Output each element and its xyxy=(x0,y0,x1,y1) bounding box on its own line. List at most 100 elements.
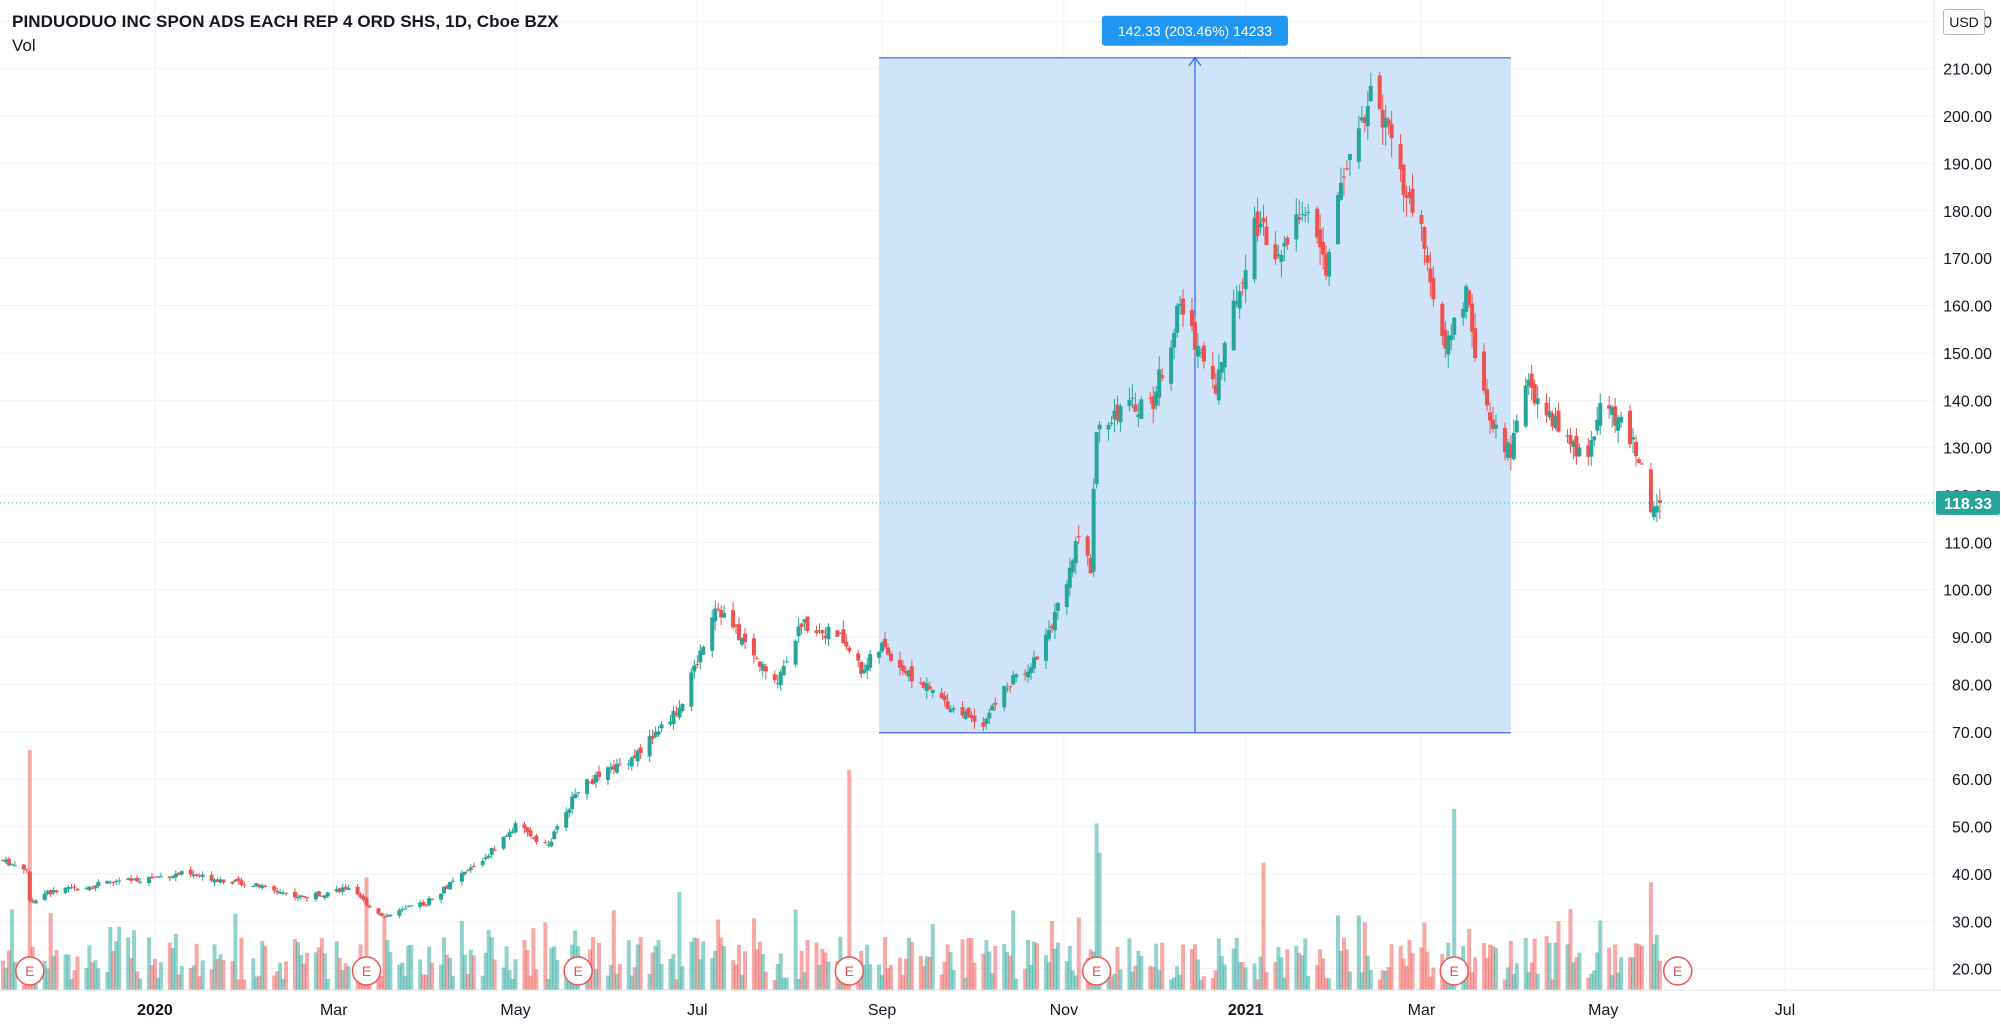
volume-bar xyxy=(1023,968,1028,990)
candle-body xyxy=(713,608,718,622)
volume-bar xyxy=(1574,957,1579,990)
candle-body xyxy=(1502,427,1507,453)
volume-bar xyxy=(450,975,455,990)
volume-bar xyxy=(1431,967,1436,990)
volume-bar xyxy=(1636,944,1641,990)
candle-body xyxy=(1657,500,1662,503)
candle-body xyxy=(1070,560,1075,573)
volume-bar xyxy=(1321,958,1326,990)
candle-body xyxy=(63,887,68,894)
volume-bar xyxy=(468,949,473,990)
volume-bar xyxy=(1344,949,1349,990)
volume-bar xyxy=(1616,972,1621,990)
volume-bar xyxy=(984,940,989,990)
candle-body xyxy=(1356,128,1361,162)
candle-body xyxy=(230,881,235,884)
candle-body xyxy=(1118,406,1123,423)
volume-bar xyxy=(439,964,444,990)
volume-bar xyxy=(555,959,560,990)
candle-body xyxy=(129,878,134,881)
candle-body xyxy=(701,646,706,655)
candle-body xyxy=(471,865,476,867)
earnings-marker[interactable] xyxy=(1662,956,1693,986)
volume-bar xyxy=(1631,957,1636,990)
volume-bar xyxy=(1565,944,1570,990)
volume-bar xyxy=(1097,852,1102,990)
volume-bar xyxy=(69,979,74,990)
candle-body xyxy=(1377,75,1382,110)
volume-bar xyxy=(1127,938,1132,990)
volume-bar xyxy=(1380,970,1385,990)
volume-bar xyxy=(215,958,220,990)
volume-bar xyxy=(27,750,32,990)
candle-body xyxy=(1106,424,1111,430)
volume-bar xyxy=(1577,952,1582,990)
candle-body xyxy=(507,832,512,838)
candle-body xyxy=(841,629,846,644)
volume-bar xyxy=(668,958,673,990)
volume-bar xyxy=(322,953,327,990)
candle-body xyxy=(784,661,789,663)
volume-bar xyxy=(549,947,554,990)
earnings-marker[interactable] xyxy=(1081,956,1112,986)
volume-bar xyxy=(754,949,759,990)
candle-body xyxy=(906,670,911,677)
candle-body xyxy=(176,872,181,875)
volume-bar xyxy=(9,909,14,990)
candle-body xyxy=(1011,675,1016,685)
volume-bar xyxy=(543,922,548,990)
price-range-measure[interactable]: 142.33 (203.46%) 14233 xyxy=(879,15,1511,734)
candle-body xyxy=(1610,407,1615,415)
earnings-marker[interactable] xyxy=(351,956,382,986)
volume-indicator-label[interactable]: Vol xyxy=(12,36,36,55)
candle-body xyxy=(635,750,640,762)
candle-body xyxy=(1115,404,1120,421)
candle-body xyxy=(1410,188,1415,213)
time-tick-label: 2020 xyxy=(137,1002,173,1019)
volume-bar xyxy=(1112,973,1117,990)
candle-body xyxy=(1192,322,1197,350)
candle-body xyxy=(981,722,986,727)
candle-body xyxy=(903,670,908,674)
candle-body xyxy=(1401,164,1406,196)
volume-bar xyxy=(778,953,783,990)
candle-body xyxy=(167,876,172,879)
earnings-marker[interactable] xyxy=(15,956,45,986)
currency-button[interactable]: USD xyxy=(1943,9,1985,35)
candle-body xyxy=(1315,208,1320,238)
candle-body xyxy=(1407,192,1412,198)
candle-body xyxy=(126,878,131,880)
volume-bar xyxy=(742,951,747,990)
volume-bar xyxy=(677,892,682,990)
candle-body xyxy=(591,779,596,784)
volume-bar xyxy=(6,950,11,990)
volume-bar xyxy=(948,952,953,990)
earnings-marker[interactable] xyxy=(834,956,865,986)
candle-body xyxy=(781,665,786,676)
volume-bar xyxy=(146,937,151,990)
symbol-title[interactable]: PINDUODUO INC SPON ADS EACH REP 4 ORD SH… xyxy=(12,12,559,31)
volume-bar xyxy=(903,958,908,990)
candle-body xyxy=(1526,379,1531,387)
candle-body xyxy=(710,617,715,651)
candle-body xyxy=(1094,432,1099,485)
volume-bar xyxy=(921,965,926,990)
earnings-marker[interactable] xyxy=(563,956,593,986)
volume-bar xyxy=(1377,979,1382,990)
volume-bar xyxy=(1347,971,1352,990)
earnings-marker[interactable] xyxy=(1439,956,1469,986)
volume-bar xyxy=(963,977,968,990)
volume-bar xyxy=(424,974,429,990)
candle-body xyxy=(281,892,286,894)
volume-bar xyxy=(1234,937,1239,990)
candle-body xyxy=(322,895,327,898)
volume-bar xyxy=(1178,974,1183,990)
volume-bar xyxy=(1231,948,1236,990)
candle-body xyxy=(135,877,140,882)
candle-body xyxy=(588,781,593,783)
volume-bar xyxy=(1505,967,1510,990)
candle-body xyxy=(403,908,408,910)
